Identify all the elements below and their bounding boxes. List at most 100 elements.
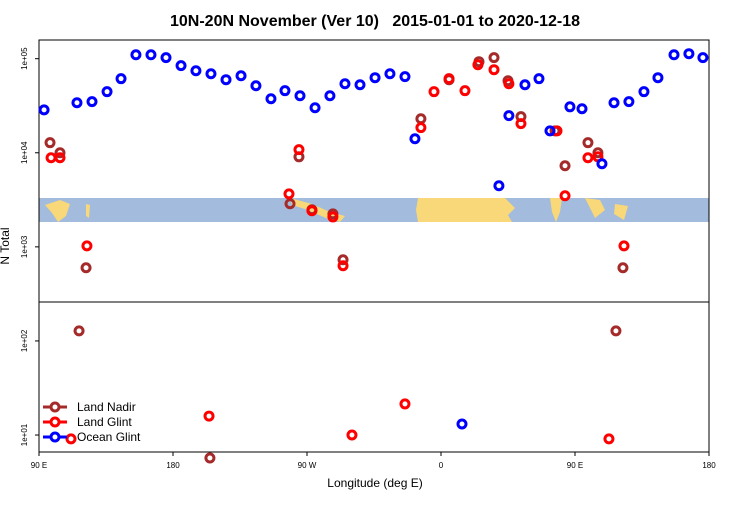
point xyxy=(409,133,421,145)
point xyxy=(515,118,527,130)
legend-label: Land Glint xyxy=(77,415,132,429)
legend-label: Land Nadir xyxy=(77,400,136,414)
point xyxy=(65,433,77,445)
point xyxy=(190,65,202,77)
point xyxy=(44,137,56,149)
point xyxy=(582,152,594,164)
point xyxy=(623,96,635,108)
point xyxy=(596,158,608,170)
point xyxy=(204,452,216,464)
point xyxy=(533,73,545,85)
point xyxy=(250,80,262,92)
point xyxy=(54,152,66,164)
point xyxy=(115,73,127,85)
point xyxy=(459,85,471,97)
y-tick-label: 1e+02 xyxy=(20,329,29,352)
point xyxy=(582,137,594,149)
point xyxy=(559,190,571,202)
point xyxy=(493,180,505,192)
point xyxy=(80,262,92,274)
y-tick-label: 1e+05 xyxy=(20,47,29,70)
point xyxy=(610,325,622,337)
point xyxy=(86,96,98,108)
point xyxy=(488,64,500,76)
point xyxy=(71,97,83,109)
x-tick-label: 90 E xyxy=(31,461,47,470)
point xyxy=(54,147,66,159)
point xyxy=(220,74,232,86)
point xyxy=(399,71,411,83)
y-tick-label: 1e+01 xyxy=(20,423,29,446)
point xyxy=(415,122,427,134)
point xyxy=(638,86,650,98)
point xyxy=(544,125,556,137)
point xyxy=(488,52,500,64)
point xyxy=(503,110,515,122)
point xyxy=(45,152,57,164)
point xyxy=(203,410,215,422)
point xyxy=(337,254,349,266)
point xyxy=(415,113,427,125)
point xyxy=(324,90,336,102)
point xyxy=(130,49,142,61)
point xyxy=(73,325,85,337)
point xyxy=(279,85,291,97)
point xyxy=(354,79,366,91)
point xyxy=(608,97,620,109)
point xyxy=(205,68,217,80)
y-axis-label: N Total xyxy=(0,227,12,264)
point xyxy=(428,86,440,98)
point xyxy=(564,101,576,113)
point xyxy=(399,398,411,410)
point xyxy=(306,205,318,217)
point xyxy=(559,160,571,172)
point xyxy=(294,90,306,102)
point xyxy=(618,240,630,252)
point xyxy=(309,102,321,114)
point xyxy=(592,147,604,159)
point xyxy=(346,429,358,441)
x-tick-label: 90 E xyxy=(567,461,583,470)
chart-title: 10N-20N November (Ver 10) 2015-01-01 to … xyxy=(170,13,580,30)
x-tick-label: 0 xyxy=(439,461,444,470)
x-tick-label: 180 xyxy=(166,461,180,470)
point xyxy=(472,59,484,71)
legend-marker xyxy=(49,416,61,428)
point xyxy=(617,262,629,274)
point xyxy=(145,49,157,61)
y-tick-label: 1e+04 xyxy=(20,141,29,164)
point xyxy=(697,52,709,64)
y-tick-label: 1e+03 xyxy=(20,235,29,258)
point xyxy=(443,73,455,85)
point xyxy=(337,260,349,272)
point xyxy=(327,211,339,223)
point xyxy=(283,188,295,200)
legend-label: Ocean Glint xyxy=(77,430,141,444)
point xyxy=(235,70,247,82)
point xyxy=(384,68,396,80)
point xyxy=(456,418,468,430)
map-strip xyxy=(39,198,709,222)
point xyxy=(101,86,113,98)
point xyxy=(369,72,381,84)
point xyxy=(503,78,515,90)
plot-frame xyxy=(38,39,710,453)
point xyxy=(603,433,615,445)
point xyxy=(339,78,351,90)
point xyxy=(668,49,680,61)
x-tick-label: 90 W xyxy=(298,461,317,470)
point xyxy=(160,52,172,64)
point xyxy=(265,93,277,105)
point xyxy=(576,103,588,115)
point xyxy=(81,240,93,252)
x-axis-label: Longitude (deg E) xyxy=(327,476,422,490)
point xyxy=(683,48,695,60)
point xyxy=(284,198,296,210)
x-tick-label: 180 xyxy=(702,461,716,470)
point xyxy=(652,72,664,84)
legend-marker xyxy=(49,401,61,413)
point xyxy=(38,104,50,116)
legend-marker xyxy=(49,431,61,443)
